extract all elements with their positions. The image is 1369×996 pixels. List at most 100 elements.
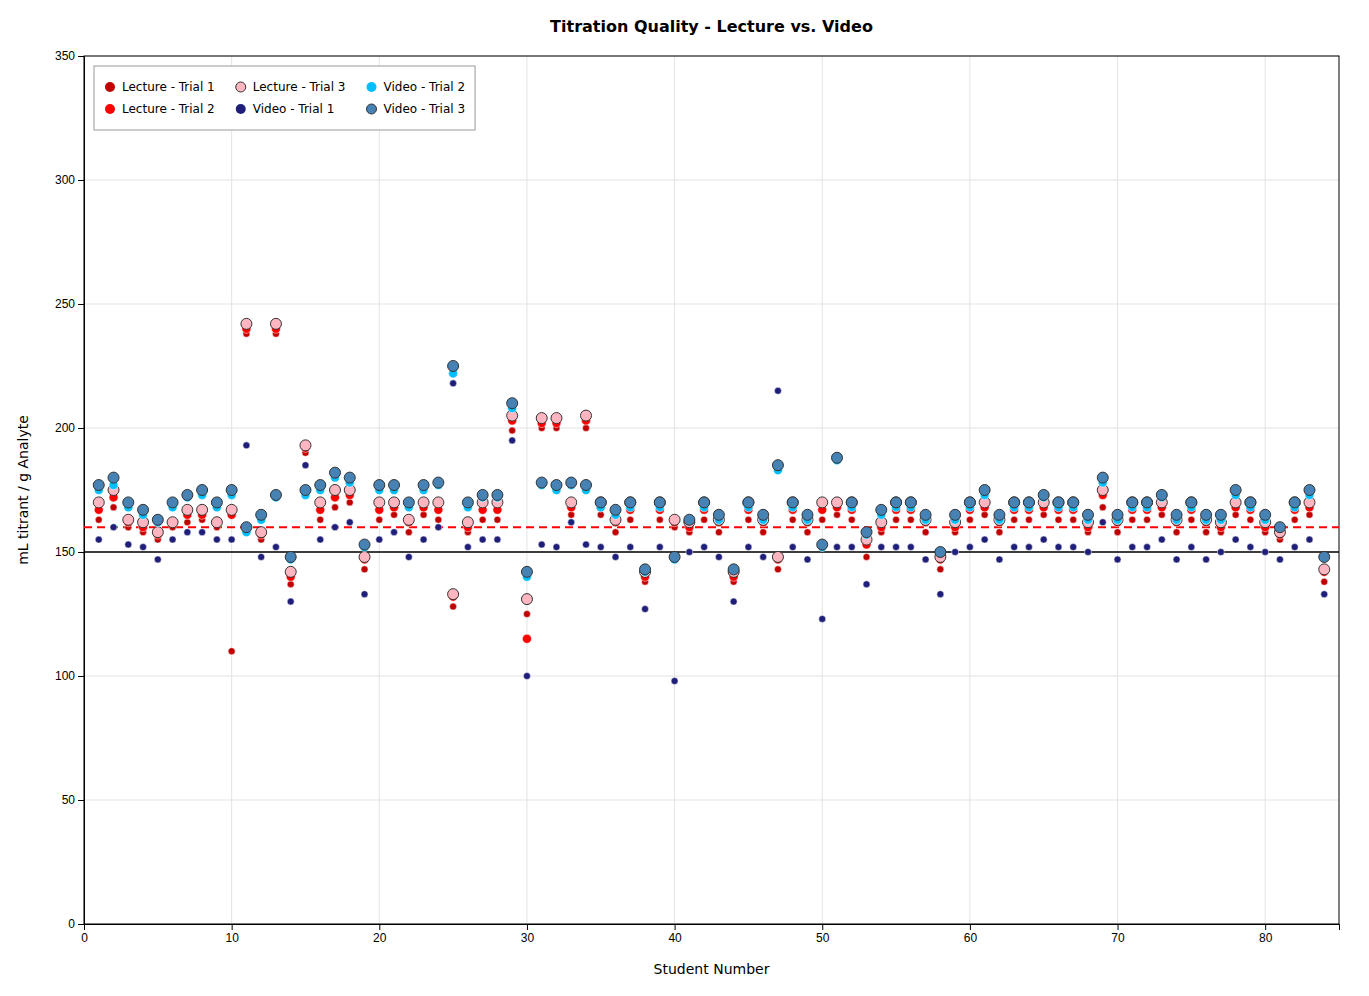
legend-item: Video - Trial 2 xyxy=(367,80,466,94)
point xyxy=(713,509,724,520)
y-axis-tick: 150 xyxy=(55,545,84,559)
x-axis-tick-mark xyxy=(675,924,676,930)
point xyxy=(905,497,916,508)
point xyxy=(140,544,147,551)
point xyxy=(199,529,206,536)
legend-swatch xyxy=(236,82,246,92)
point xyxy=(93,480,104,491)
y-axis-tick: 300 xyxy=(55,173,84,187)
point xyxy=(1186,497,1197,508)
point xyxy=(1306,511,1313,518)
point xyxy=(787,497,798,508)
point xyxy=(1023,497,1034,508)
point xyxy=(285,566,296,577)
legend-box xyxy=(94,66,475,130)
point xyxy=(226,485,237,496)
point xyxy=(671,677,678,684)
point xyxy=(494,536,501,543)
point xyxy=(241,522,252,533)
point xyxy=(920,509,931,520)
point xyxy=(1144,516,1151,523)
y-axis-tick: 350 xyxy=(55,49,84,63)
point xyxy=(846,497,857,508)
point xyxy=(819,516,826,523)
point xyxy=(270,318,281,329)
point xyxy=(391,529,398,536)
point xyxy=(1009,497,1020,508)
point xyxy=(448,589,459,600)
point xyxy=(479,536,486,543)
point xyxy=(760,529,767,536)
point xyxy=(1127,497,1138,508)
y-axis-tick-label: 100 xyxy=(55,669,75,683)
point xyxy=(686,549,693,556)
point xyxy=(211,517,222,528)
point xyxy=(93,497,104,508)
point xyxy=(804,529,811,536)
legend-swatch xyxy=(105,82,115,92)
point xyxy=(287,598,294,605)
grid xyxy=(84,56,1339,924)
x-axis-tick: 50 xyxy=(816,924,830,945)
point xyxy=(685,515,694,524)
grid-line-y xyxy=(84,304,1339,305)
point xyxy=(110,504,117,511)
point xyxy=(1023,497,1034,508)
x-axis-tick: 80 xyxy=(1259,924,1273,945)
series xyxy=(95,330,1327,654)
point xyxy=(1011,544,1018,551)
point xyxy=(654,497,665,508)
x-axis-tick-mark xyxy=(1118,924,1119,930)
point xyxy=(1173,556,1180,563)
point xyxy=(996,556,1003,563)
point xyxy=(154,556,161,563)
point xyxy=(1127,497,1138,508)
point xyxy=(450,380,457,387)
point xyxy=(125,541,132,548)
point xyxy=(1055,516,1062,523)
point xyxy=(374,497,385,508)
point xyxy=(228,648,235,655)
point xyxy=(420,511,427,518)
point xyxy=(1245,497,1256,508)
point xyxy=(817,497,828,508)
grid-line-y xyxy=(84,428,1339,429)
point xyxy=(595,497,606,508)
point xyxy=(891,497,902,508)
point xyxy=(964,497,975,508)
point xyxy=(317,516,324,523)
point xyxy=(494,516,501,523)
point xyxy=(1188,516,1195,523)
point xyxy=(728,564,739,575)
y-axis-tick-label: 300 xyxy=(55,173,75,187)
point xyxy=(595,497,606,508)
grid-line-x xyxy=(969,56,970,924)
legend-label: Lecture - Trial 2 xyxy=(122,102,215,116)
point xyxy=(583,541,590,548)
point xyxy=(492,489,503,500)
point xyxy=(743,497,754,508)
point xyxy=(642,606,649,613)
point xyxy=(391,511,398,518)
point xyxy=(1097,472,1108,483)
point xyxy=(258,553,265,560)
point xyxy=(182,504,193,515)
grid-line-x xyxy=(674,56,675,924)
point xyxy=(330,485,341,496)
point xyxy=(935,547,946,558)
y-axis-tick-mark xyxy=(78,428,84,429)
point xyxy=(937,566,944,573)
point xyxy=(509,427,516,434)
point xyxy=(804,556,811,563)
legend-label: Lecture - Trial 3 xyxy=(253,80,346,94)
point xyxy=(330,467,341,478)
y-axis-tick-mark xyxy=(78,800,84,801)
point xyxy=(300,440,311,451)
legend-label: Video - Trial 2 xyxy=(384,80,466,94)
point xyxy=(1129,544,1136,551)
point xyxy=(211,497,222,508)
point xyxy=(1247,516,1254,523)
point xyxy=(152,514,163,525)
point xyxy=(1038,489,1049,500)
point xyxy=(403,497,414,508)
